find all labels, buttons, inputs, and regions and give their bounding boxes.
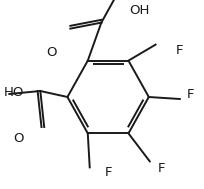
Text: F: F (104, 166, 112, 179)
Text: F: F (158, 162, 165, 175)
Text: F: F (187, 88, 194, 101)
Text: OH: OH (129, 4, 150, 16)
Text: O: O (46, 46, 57, 59)
Text: O: O (13, 132, 24, 145)
Text: F: F (176, 43, 183, 57)
Text: HO: HO (3, 87, 24, 99)
